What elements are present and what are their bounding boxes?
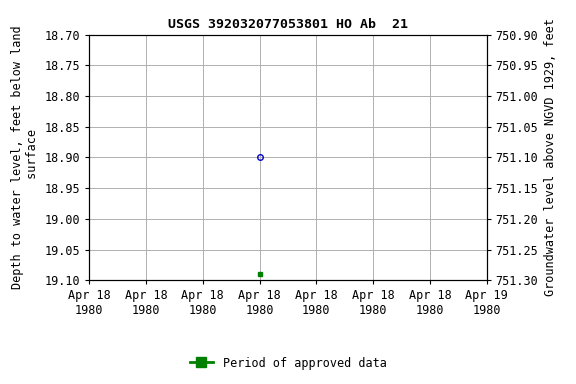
Y-axis label: Groundwater level above NGVD 1929, feet: Groundwater level above NGVD 1929, feet: [544, 18, 557, 296]
Title: USGS 392032077053801 HO Ab  21: USGS 392032077053801 HO Ab 21: [168, 18, 408, 31]
Y-axis label: Depth to water level, feet below land
 surface: Depth to water level, feet below land su…: [11, 26, 39, 289]
Legend: Period of approved data: Period of approved data: [185, 352, 391, 374]
